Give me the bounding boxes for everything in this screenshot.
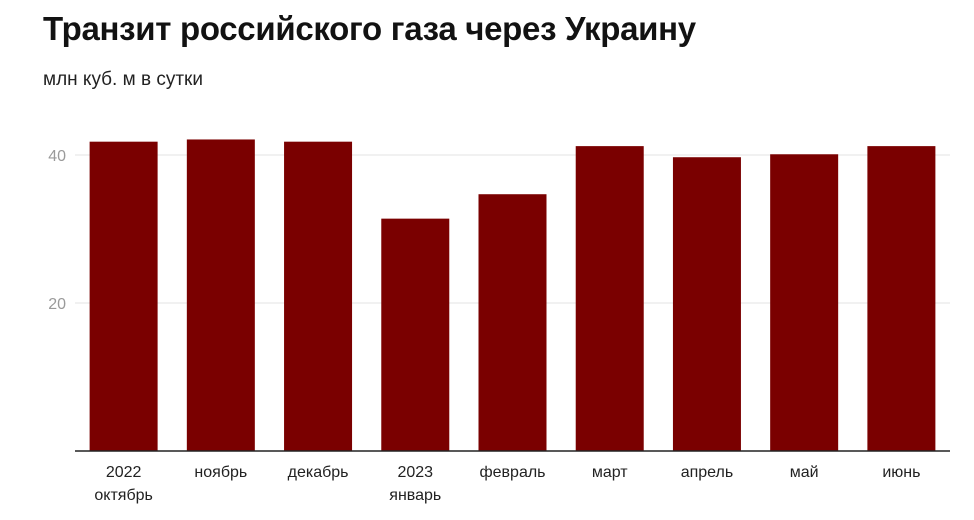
category-labels: 2022 октябрь ноябрь декабрь 2023 январь феврал… <box>94 464 920 504</box>
x-category-label: март <box>592 464 628 481</box>
x-category-label-line: 2022 <box>106 464 142 481</box>
x-category-label-line: октябрь <box>94 487 152 504</box>
x-category-label-line: 2023 <box>397 464 433 481</box>
y-tick-label: 40 <box>48 148 66 165</box>
bar <box>478 194 547 451</box>
x-category-label: февраль <box>479 464 545 481</box>
x-category-label-line: июнь <box>882 464 920 481</box>
bar <box>89 141 158 451</box>
x-category-label-line: декабрь <box>288 464 349 481</box>
bar <box>381 218 450 451</box>
bar <box>672 157 741 451</box>
bars <box>89 139 936 451</box>
x-category-label: 2023 январь <box>389 464 441 504</box>
x-category-label-line: январь <box>389 487 441 504</box>
x-category-label: май <box>790 464 819 481</box>
x-category-label: декабрь <box>288 464 349 481</box>
bar <box>770 154 839 451</box>
x-category-label: июнь <box>882 464 920 481</box>
bar <box>186 139 255 451</box>
x-category-label-line: апрель <box>681 464 734 481</box>
bar <box>867 146 936 451</box>
chart-subtitle: млн куб. м в сутки <box>43 69 203 90</box>
bar <box>284 141 353 451</box>
x-category-label-line: ноябрь <box>194 464 247 481</box>
x-category-label-line: март <box>592 464 628 481</box>
x-category-label: ноябрь <box>194 464 247 481</box>
x-category-label: 2022 октябрь <box>94 464 152 504</box>
bar <box>575 146 644 451</box>
x-category-label-line: февраль <box>479 464 545 481</box>
chart-title: Транзит российского газа через Украину <box>43 10 696 47</box>
x-category-label-line: май <box>790 464 819 481</box>
x-category-label: апрель <box>681 464 734 481</box>
y-tick-label: 20 <box>48 296 66 313</box>
